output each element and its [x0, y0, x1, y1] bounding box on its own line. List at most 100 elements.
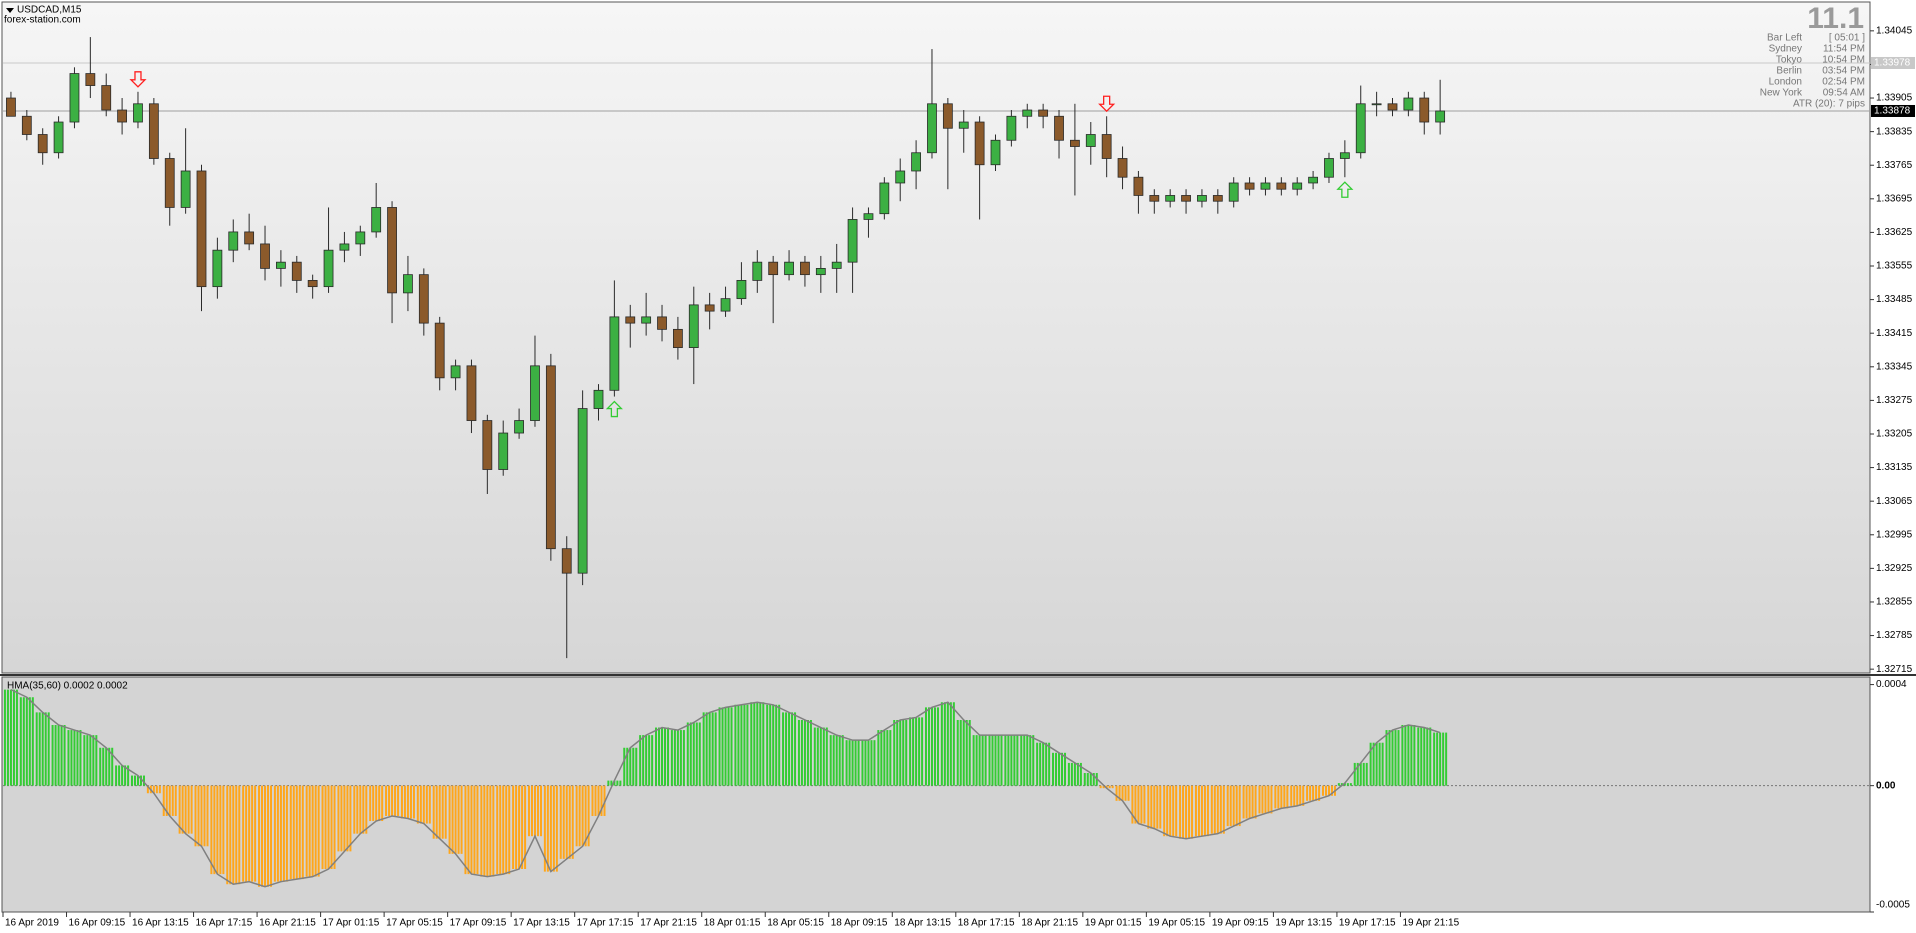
candle-body	[1054, 115, 1064, 141]
candle-body	[212, 249, 223, 288]
candle-body	[260, 243, 270, 269]
info-label: Berlin	[1776, 66, 1802, 77]
candle-body	[148, 103, 159, 159]
price-label-box	[1871, 104, 1915, 117]
x-tick-label: 17 Apr 21:15	[640, 918, 697, 929]
x-tick-label: 16 Apr 17:15	[196, 918, 253, 929]
info-value: 09:54 AM	[1823, 88, 1865, 99]
info-label: New York	[1760, 88, 1803, 99]
candle-body	[450, 365, 461, 379]
candle-body	[53, 121, 64, 154]
candle-body	[244, 231, 255, 245]
candle-body	[720, 298, 731, 312]
candle-body	[847, 219, 858, 263]
y-tick-label: 1.33135	[1876, 462, 1913, 473]
candle-body	[831, 261, 842, 269]
candle-body	[418, 274, 429, 324]
candle-body	[800, 261, 810, 276]
candle-body	[1101, 134, 1112, 159]
candle-body	[1292, 182, 1303, 190]
info-value: 10:54 PM	[1822, 55, 1865, 66]
x-tick-label: 16 Apr 21:15	[259, 918, 316, 929]
candle-body	[117, 109, 127, 123]
candle-body	[1371, 103, 1382, 106]
x-tick-label: 16 Apr 09:15	[69, 918, 126, 929]
candle-body	[736, 280, 747, 300]
candle-body	[1339, 152, 1350, 159]
candle-body	[942, 103, 953, 129]
x-tick-label: 16 Apr 2019	[5, 918, 59, 929]
info-label: London	[1769, 77, 1802, 88]
candle-body	[85, 73, 96, 86]
chart-title: USDCAD,M15	[17, 5, 82, 16]
candle-body	[1387, 103, 1398, 111]
candle-body	[1355, 103, 1366, 154]
candle-body	[1419, 97, 1430, 123]
candle-body	[768, 261, 779, 276]
price-label: 1.33978	[1874, 58, 1911, 69]
info-label: Sydney	[1769, 44, 1802, 55]
candle-body	[673, 328, 683, 348]
candle-body	[958, 121, 969, 129]
info-value: 11:54 PM	[1823, 44, 1865, 55]
x-tick-label: 18 Apr 01:15	[704, 918, 761, 929]
y-tick-label: 1.33625	[1876, 227, 1913, 238]
info-value: 02:54 PM	[1822, 77, 1865, 88]
candle-body	[275, 261, 286, 269]
indicator-title: HMA(35,60) 0.0002 0.0002	[7, 681, 128, 692]
candle-body	[1212, 195, 1223, 202]
candle-body	[21, 115, 32, 135]
menu-triangle	[6, 8, 14, 13]
candle-body	[1165, 195, 1176, 202]
candle-body	[927, 103, 937, 154]
candle-body	[1085, 134, 1096, 147]
x-tick-label: 18 Apr 21:15	[1021, 918, 1078, 929]
x-tick-label: 19 Apr 09:15	[1212, 918, 1269, 929]
candle-body	[1117, 158, 1128, 178]
candle-body	[196, 170, 207, 288]
candle-body	[1244, 182, 1255, 190]
y-tick-label: 1.33905	[1876, 93, 1913, 104]
candle-body	[69, 73, 80, 123]
candle-body	[323, 249, 334, 288]
candle-body	[482, 420, 493, 470]
candle-body	[609, 316, 620, 391]
x-tick-label: 17 Apr 05:15	[386, 918, 443, 929]
x-tick-label: 19 Apr 17:15	[1339, 918, 1396, 929]
info-atr: ATR (20): 7 pips	[1793, 99, 1865, 110]
price-label-box	[1871, 56, 1915, 69]
y-tick-label: 1.32785	[1876, 630, 1913, 641]
candle-body	[1070, 139, 1080, 147]
histogram-outline	[10, 688, 1441, 888]
candle-body	[911, 152, 921, 172]
candle-body	[1435, 110, 1446, 123]
info-value: [ 05:01 ]	[1829, 33, 1865, 44]
signal-arrow	[129, 71, 147, 88]
candle-body	[434, 322, 445, 379]
candle-body	[1181, 195, 1191, 202]
candle-body	[974, 121, 985, 166]
y-tick-label: 1.33555	[1876, 261, 1913, 272]
candle-body	[498, 432, 509, 470]
x-tick-label: 16 Apr 13:15	[132, 918, 189, 929]
indicator-pane	[1, 676, 1871, 913]
signal-arrow	[605, 400, 623, 418]
candle-body	[1149, 195, 1160, 202]
candle-body	[752, 261, 763, 281]
candle-body	[1006, 115, 1017, 141]
x-tick-label: 19 Apr 13:15	[1275, 918, 1332, 929]
candle-body	[1133, 176, 1144, 196]
candle-body	[990, 139, 1001, 166]
y-tick-label: -0.0005	[1876, 900, 1910, 911]
y-tick-label: 1.33695	[1876, 193, 1913, 204]
y-tick-label: 1.33065	[1876, 496, 1913, 507]
price-label: 1.33878	[1874, 106, 1911, 117]
chart-subtitle: forex-station.com	[4, 15, 81, 26]
candle-body	[1308, 176, 1318, 184]
y-tick-label: 1.33765	[1876, 160, 1913, 171]
x-tick-label: 19 Apr 01:15	[1085, 918, 1142, 929]
candle-body	[133, 103, 143, 123]
candle-body	[291, 261, 302, 281]
y-tick-label: 1.33415	[1876, 328, 1913, 339]
